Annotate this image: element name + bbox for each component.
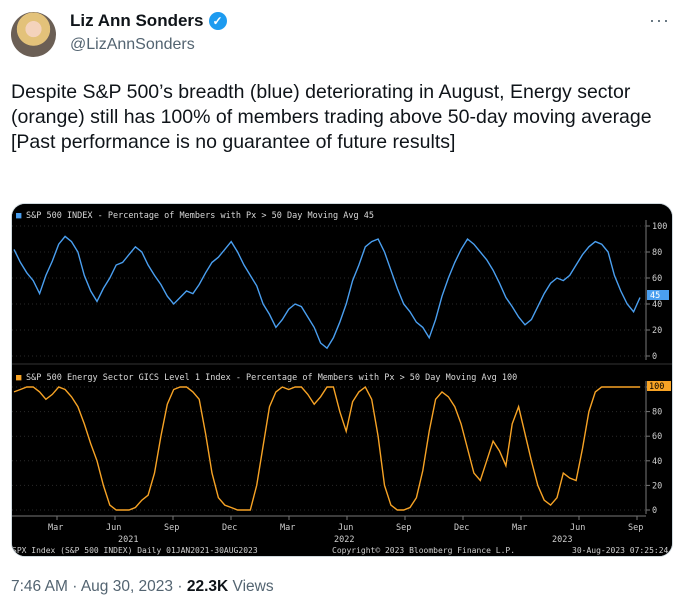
x-tick-label: Mar [48, 523, 63, 533]
tweet-line: Despite S&P 500’s breadth (blue) deterio… [11, 81, 652, 128]
x-axis: Mar Jun Sep Dec Mar Jun Sep Dec Mar Jun Sep 2021 202… [12, 515, 646, 545]
last-value-tag [647, 381, 671, 391]
verified-badge-icon: ✓ [208, 12, 227, 30]
grid-lines [12, 225, 646, 357]
y-tick-label: 20 [652, 481, 662, 491]
more-options-icon[interactable]: ··· [649, 10, 670, 30]
tweet-time[interactable]: 7:46 AM [11, 578, 68, 595]
chart-image[interactable]: ■ S&P 500 INDEX - Percentage of Members … [11, 203, 673, 557]
chart-footer-source: SPX Index (S&P 500 INDEX) Daily 01JAN202… [12, 546, 258, 555]
views-label: Views [232, 578, 274, 595]
x-tick-label: Dec [454, 523, 469, 533]
meta-separator: · [72, 578, 81, 595]
chart-footer-timestamp: 30-Aug-2023 07:25:24 [572, 546, 669, 555]
profile-avatar[interactable] [11, 12, 56, 57]
bloomberg-chart: ■ S&P 500 INDEX - Percentage of Members … [12, 204, 672, 556]
x-tick-label: Jun [338, 523, 353, 533]
tweet-text: Despite S&P 500’s breadth (blue) deterio… [11, 80, 671, 155]
series-line-energy [13, 385, 640, 511]
y-tick-label: 60 [652, 274, 662, 284]
breadth-panel-spx: ■ S&P 500 INDEX - Percentage of Members … [12, 206, 669, 362]
author-handle[interactable]: @LizAnnSonders [70, 36, 195, 53]
chart-title: S&P 500 INDEX - Percentage of Members wi… [26, 211, 374, 221]
x-tick-label: Mar [512, 523, 527, 533]
legend-square: ■ [16, 211, 22, 221]
chart-title: S&P 500 Energy Sector GICS Level 1 Index… [26, 373, 517, 383]
x-tick-label: Jun [106, 523, 121, 533]
y-tick-label: 100 [652, 222, 667, 232]
x-tick-label: Sep [164, 523, 179, 533]
view-count: 22.3K [186, 578, 229, 595]
y-tick-label: 0 [652, 506, 657, 516]
y-tick-label: 80 [652, 408, 662, 418]
y-tick-label: 80 [652, 248, 662, 258]
author-name[interactable]: Liz Ann Sonders [70, 11, 204, 30]
last-value-label: 45 [650, 291, 660, 301]
tweet-date[interactable]: Aug 30, 2023 [80, 578, 174, 595]
tweet-meta: 7:46 AM · Aug 30, 2023 · 22.3K Views [11, 578, 274, 596]
x-year-label: 2021 [118, 535, 138, 545]
y-tick-label: 20 [652, 326, 662, 336]
y-tick-label: 40 [652, 457, 662, 467]
tweet-line: [Past performance is no guarantee of fut… [11, 131, 456, 153]
x-tick-label: Jun [570, 523, 585, 533]
author-name-row: Liz Ann Sonders ✓ [70, 11, 227, 31]
x-year-label: 2023 [552, 535, 572, 545]
x-year-label: 2022 [334, 535, 354, 545]
breadth-panel-energy: ■ S&P 500 Energy Sector GICS Level 1 Ind… [12, 373, 671, 516]
x-tick-label: Dec [222, 523, 237, 533]
y-tick-label: 40 [652, 300, 662, 310]
chart-footer-copyright: Copyright© 2023 Bloomberg Finance L.P. [332, 546, 515, 555]
meta-separator: · [177, 578, 187, 595]
last-value-tag [647, 290, 669, 300]
series-line-spx [13, 235, 641, 350]
y-tick-label: 60 [652, 432, 662, 442]
x-tick-label: Mar [280, 523, 295, 533]
legend-square: ■ [16, 373, 22, 383]
x-tick-label: Sep [628, 523, 643, 533]
y-tick-label: 0 [652, 352, 657, 362]
y-axis: 100 80 60 40 20 0 [645, 220, 667, 362]
x-tick-label: Sep [396, 523, 411, 533]
last-value-label: 100 [649, 382, 664, 392]
